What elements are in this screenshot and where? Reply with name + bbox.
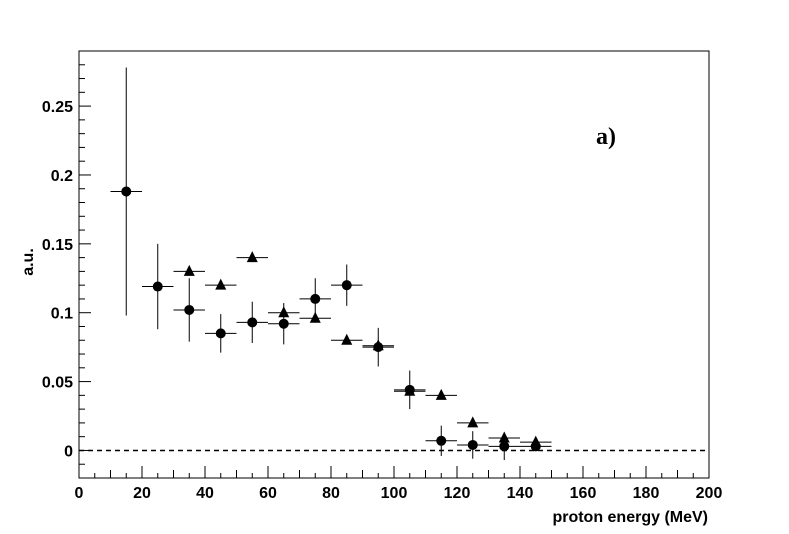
y-tick-label: 0	[64, 443, 73, 460]
triangle-marker	[246, 251, 258, 263]
triangle-series	[173, 251, 552, 447]
y-tick-label: 0.1	[51, 306, 73, 323]
triangle-marker	[467, 416, 479, 428]
y-tick-label: 0.05	[42, 375, 73, 392]
x-tick-label: 200	[696, 485, 723, 502]
circle-marker	[404, 384, 415, 395]
circle-marker	[373, 342, 384, 353]
y-axis-title: a.u.	[20, 248, 37, 276]
plot-frame	[78, 50, 710, 479]
x-tick-label: 40	[196, 485, 214, 502]
y-axis: 0 0.05 0.1 0.15 0.2 0.25	[42, 64, 91, 465]
x-tick-label: 0	[75, 485, 84, 502]
triangle-marker	[435, 388, 447, 400]
circle-series	[110, 67, 552, 461]
x-tick-label: 20	[133, 485, 151, 502]
circle-marker	[467, 439, 478, 450]
circle-marker	[278, 318, 289, 329]
data-series	[110, 67, 552, 461]
x-tick-label: 180	[633, 485, 660, 502]
y-tick-label: 0.15	[42, 237, 73, 254]
circle-marker	[341, 280, 352, 291]
circle-marker	[184, 304, 195, 315]
circle-marker	[530, 441, 541, 452]
circle-marker	[247, 317, 258, 328]
y-tick-label: 0.25	[42, 99, 73, 116]
circle-marker	[436, 435, 447, 446]
x-tick-label: 80	[322, 485, 340, 502]
triangle-marker	[341, 333, 353, 345]
y-tick-label: 0.2	[51, 168, 73, 185]
x-axis: 0 20 40 60 80 100 120 140 160 180 200	[75, 466, 723, 502]
triangle-marker	[183, 264, 195, 276]
circle-marker	[152, 281, 163, 292]
circle-marker	[499, 441, 510, 452]
x-tick-label: 100	[381, 485, 408, 502]
x-tick-label: 160	[570, 485, 597, 502]
x-tick-label: 60	[259, 485, 277, 502]
x-tick-label: 120	[444, 485, 471, 502]
circle-marker	[121, 186, 132, 197]
triangle-marker	[215, 278, 227, 290]
x-axis-title: proton energy (MeV)	[552, 509, 708, 526]
circle-marker	[310, 293, 321, 304]
panel-label: a)	[596, 124, 616, 150]
x-tick-label: 140	[507, 485, 534, 502]
circle-marker	[215, 328, 226, 339]
